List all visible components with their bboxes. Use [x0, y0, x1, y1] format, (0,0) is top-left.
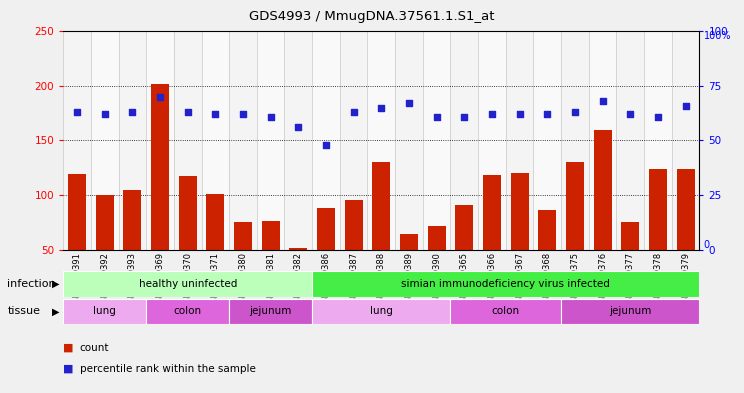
Bar — [594, 130, 612, 250]
Bar — [118, 31, 147, 250]
Bar — [312, 271, 699, 297]
Text: tissue: tissue — [7, 307, 40, 316]
Text: lung: lung — [93, 307, 116, 316]
Text: jejunum: jejunum — [609, 307, 652, 316]
Point — [126, 109, 138, 115]
Point — [403, 100, 415, 107]
Text: ▶: ▶ — [52, 279, 60, 289]
Bar — [96, 195, 114, 250]
Point — [265, 113, 277, 119]
Bar — [368, 31, 395, 250]
Bar — [589, 31, 616, 250]
Bar — [317, 208, 335, 250]
Bar — [68, 174, 86, 250]
Point — [624, 111, 636, 118]
Point — [154, 94, 166, 100]
Bar — [63, 271, 312, 297]
Point — [652, 113, 664, 119]
Bar — [561, 31, 589, 250]
Bar — [372, 162, 391, 250]
Text: colon: colon — [173, 307, 202, 316]
Bar — [395, 31, 423, 250]
Bar — [312, 31, 340, 250]
Bar — [147, 31, 174, 250]
Bar — [229, 299, 312, 324]
Bar — [124, 189, 141, 250]
Bar — [561, 299, 699, 324]
Point — [320, 142, 332, 148]
Bar — [206, 194, 225, 250]
Bar — [533, 31, 561, 250]
Bar — [257, 31, 284, 250]
Point — [679, 103, 691, 109]
Bar — [450, 299, 561, 324]
Text: ■: ■ — [63, 343, 74, 353]
Bar — [234, 222, 252, 250]
Bar — [400, 234, 418, 250]
Text: 0: 0 — [704, 240, 710, 250]
Text: 100%: 100% — [704, 31, 731, 41]
Point — [182, 109, 193, 115]
Text: colon: colon — [492, 307, 520, 316]
Bar — [284, 31, 312, 250]
Text: ▶: ▶ — [52, 307, 60, 316]
Point — [99, 111, 111, 118]
Bar — [672, 31, 699, 250]
Bar — [229, 31, 257, 250]
Point — [431, 113, 443, 119]
Point — [513, 111, 525, 118]
Point — [347, 109, 359, 115]
Point — [542, 111, 554, 118]
Point — [71, 109, 83, 115]
Point — [486, 111, 498, 118]
Bar — [649, 169, 667, 250]
Point — [569, 109, 581, 115]
Text: jejunum: jejunum — [249, 307, 292, 316]
Bar — [202, 31, 229, 250]
Bar — [151, 84, 169, 250]
Text: ■: ■ — [63, 364, 74, 374]
Text: infection: infection — [7, 279, 56, 289]
Text: GDS4993 / MmugDNA.37561.1.S1_at: GDS4993 / MmugDNA.37561.1.S1_at — [249, 10, 495, 23]
Point — [376, 105, 388, 111]
Bar — [147, 299, 229, 324]
Bar — [340, 31, 368, 250]
Bar — [91, 31, 118, 250]
Bar — [621, 222, 639, 250]
Text: lung: lung — [370, 307, 393, 316]
Bar — [455, 205, 473, 250]
Text: healthy uninfected: healthy uninfected — [138, 279, 237, 289]
Bar — [616, 31, 644, 250]
Bar — [312, 299, 450, 324]
Point — [597, 98, 609, 105]
Point — [458, 113, 470, 119]
Text: simian immunodeficiency virus infected: simian immunodeficiency virus infected — [401, 279, 610, 289]
Bar — [63, 299, 147, 324]
Point — [237, 111, 249, 118]
Bar — [644, 31, 672, 250]
Bar — [63, 31, 91, 250]
Text: percentile rank within the sample: percentile rank within the sample — [80, 364, 255, 374]
Bar — [478, 31, 506, 250]
Text: count: count — [80, 343, 109, 353]
Bar — [423, 31, 450, 250]
Bar — [506, 31, 533, 250]
Bar — [676, 169, 694, 250]
Bar — [538, 210, 557, 250]
Bar — [483, 175, 501, 250]
Bar — [344, 200, 362, 250]
Bar — [510, 173, 528, 250]
Bar — [174, 31, 202, 250]
Point — [209, 111, 221, 118]
Bar — [262, 221, 280, 250]
Point — [292, 124, 304, 130]
Bar — [566, 162, 584, 250]
Bar — [450, 31, 478, 250]
Bar — [428, 226, 446, 250]
Bar — [179, 176, 196, 250]
Bar — [289, 248, 307, 250]
